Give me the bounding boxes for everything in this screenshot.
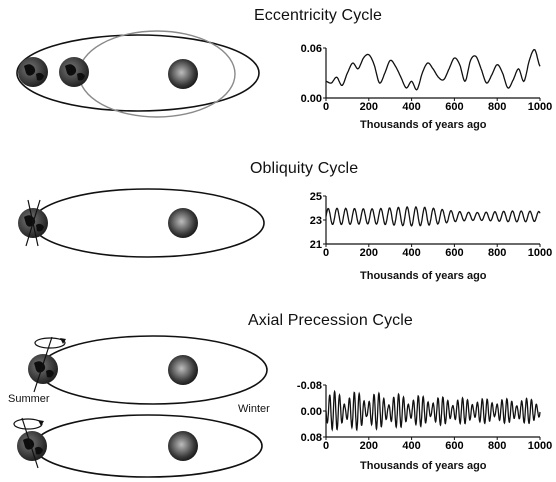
y-tick-label: 0.00 bbox=[301, 406, 322, 418]
x-tick-label: 1000 bbox=[528, 101, 552, 113]
y-tick-label: 21 bbox=[310, 239, 322, 251]
series-line bbox=[325, 48, 541, 91]
series-line bbox=[325, 389, 541, 432]
winter-label: Winter bbox=[238, 403, 270, 415]
orbit-ellipse bbox=[33, 414, 263, 478]
precession-xlabel: Thousands of years ago bbox=[360, 460, 487, 472]
obliquity-chart: 0 200 400 600 800 1000 25 23 21 bbox=[310, 191, 552, 259]
series-line bbox=[325, 205, 541, 227]
x-tick-label: 200 bbox=[360, 440, 378, 452]
x-tick-label: 400 bbox=[402, 101, 420, 113]
summer-label: Summer bbox=[8, 393, 50, 405]
x-tick-label: 1000 bbox=[528, 247, 552, 259]
tilt-axis-line bbox=[25, 199, 41, 247]
sun-icon bbox=[168, 208, 198, 238]
x-tick-label: 800 bbox=[488, 440, 506, 452]
x-tick-label: 400 bbox=[402, 247, 420, 259]
eccentricity-xlabel: Thousands of years ago bbox=[360, 119, 487, 131]
precession-chart: 0 200 400 600 800 1000 -0.08 0.00 0.08 bbox=[297, 380, 552, 452]
sun-icon bbox=[168, 355, 198, 385]
y-tick-label: 0.06 bbox=[301, 43, 322, 55]
earth-icon bbox=[59, 57, 89, 87]
precession-title: Axial Precession Cycle bbox=[248, 312, 413, 329]
y-tick-label: 23 bbox=[310, 215, 322, 227]
y-tick-label: -0.08 bbox=[297, 380, 322, 392]
circular-orbit bbox=[78, 30, 236, 118]
eccentricity-orbit-diagram bbox=[16, 30, 260, 118]
eccentric-orbit bbox=[16, 34, 260, 112]
orbit-ellipse bbox=[31, 188, 265, 258]
x-tick-label: 0 bbox=[323, 440, 329, 452]
y-tick-label: 25 bbox=[310, 191, 322, 203]
x-tick-label: 400 bbox=[402, 440, 420, 452]
x-tick-label: 600 bbox=[445, 101, 463, 113]
x-tick-label: 600 bbox=[445, 440, 463, 452]
obliquity-title: Obliquity Cycle bbox=[250, 160, 359, 177]
x-tick-label: 800 bbox=[488, 101, 506, 113]
rotation-arrow-icon bbox=[34, 337, 66, 349]
earth-icon bbox=[28, 336, 58, 393]
earth-icon bbox=[17, 417, 47, 469]
x-tick-label: 600 bbox=[445, 247, 463, 259]
obliquity-orbit-diagram bbox=[18, 188, 265, 258]
x-tick-label: 0 bbox=[323, 247, 329, 259]
earth-icon bbox=[18, 199, 48, 247]
x-tick-label: 800 bbox=[488, 247, 506, 259]
y-tick-label: 0.00 bbox=[301, 93, 322, 105]
orbit-ellipse bbox=[38, 335, 268, 405]
sun-icon bbox=[168, 431, 198, 461]
obliquity-xlabel: Thousands of years ago bbox=[360, 270, 487, 282]
y-tick-label: 0.08 bbox=[301, 432, 322, 444]
eccentricity-title: Eccentricity Cycle bbox=[254, 7, 383, 24]
sun-icon bbox=[168, 59, 198, 89]
x-tick-label: 1000 bbox=[528, 440, 552, 452]
x-tick-label: 0 bbox=[323, 101, 329, 113]
precession-orbit-diagram bbox=[13, 335, 268, 478]
eccentricity-chart: 0 200 400 600 800 1000 0.06 0.00 bbox=[301, 43, 553, 113]
earth-icon bbox=[18, 57, 48, 87]
x-tick-label: 200 bbox=[360, 101, 378, 113]
x-tick-label: 200 bbox=[360, 247, 378, 259]
rotation-arrow-icon bbox=[13, 418, 44, 430]
